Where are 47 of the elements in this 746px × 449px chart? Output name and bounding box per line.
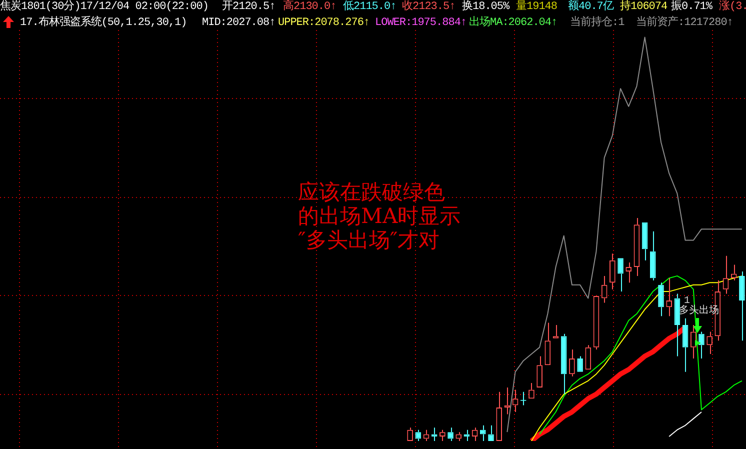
candlestick	[674, 293, 680, 357]
candlestick	[610, 253, 616, 290]
candlestick	[569, 349, 575, 377]
text: 当前资产:1217280↑	[636, 17, 733, 30]
text: 换18.05%	[462, 1, 510, 14]
candlestick	[423, 429, 430, 442]
text: 收2123.5↑	[402, 1, 456, 14]
text: 开2120.5↑	[222, 1, 276, 14]
candlestick	[544, 322, 551, 366]
candlestick	[658, 282, 664, 317]
candlestick	[698, 331, 704, 359]
annotation: 的出场MA时显示	[298, 204, 461, 228]
text: 焦炭1801(30分)17/12/04 02:00(22:00)	[0, 1, 208, 14]
text: MID:2027.08↑	[202, 17, 276, 30]
text: 涨(3.	[719, 1, 746, 14]
candlestick	[536, 356, 542, 388]
candlestick	[552, 324, 559, 338]
candlestick	[585, 344, 592, 370]
candlestick	[739, 270, 745, 342]
text: 应该在跌破绿色	[298, 180, 445, 204]
text: 量19148	[516, 1, 558, 14]
candlestick	[634, 217, 640, 276]
text: 高2130.0↑	[283, 1, 336, 14]
candlestick	[577, 356, 583, 372]
text: 17.布林强盗系统(50,1.25,30,1)	[20, 17, 187, 30]
annotation: ″多头出场″才对	[298, 228, 440, 252]
candlestick	[407, 427, 413, 441]
text: 振0.71%	[671, 1, 712, 14]
text: LOWER:1975.884↑	[375, 17, 467, 30]
text: 当前持仓:1	[570, 17, 624, 30]
candlestick	[682, 318, 688, 372]
text: 出场MA:2062.04↑	[469, 17, 558, 30]
candlestick	[480, 424, 486, 442]
candlestick	[722, 255, 729, 294]
candlestick	[448, 427, 454, 442]
candlestick	[618, 258, 624, 292]
candlestick	[560, 333, 567, 395]
candlestick	[456, 432, 462, 442]
candlestick	[496, 391, 502, 441]
candlestick	[488, 424, 494, 441]
candlestick	[650, 230, 656, 281]
text: 低2115.0↑	[343, 1, 396, 14]
text: 持106074	[620, 1, 668, 14]
text: 额40.7亿	[568, 1, 614, 14]
candlestick	[690, 324, 696, 359]
annotation: 1	[684, 295, 690, 307]
text: UPPER:2078.276↑	[278, 17, 370, 30]
